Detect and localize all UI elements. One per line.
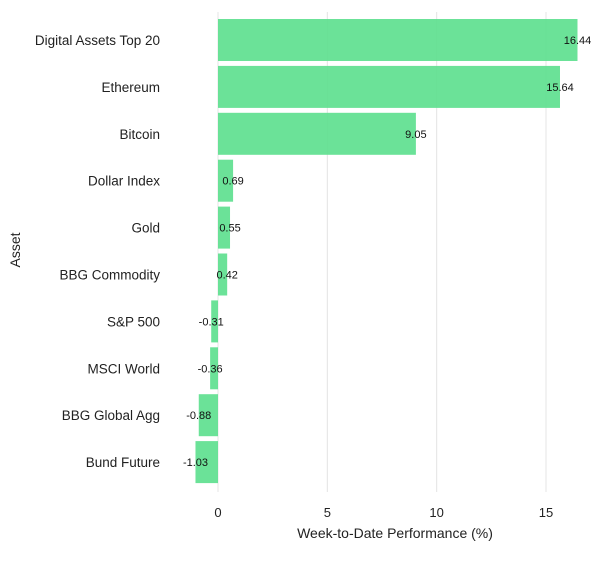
data-labels: 16.44 15.64 9.05 0.69 0.55 0.42 -0.31 -0.36 -0.8… (183, 35, 591, 469)
y-tick-label: S&P 500 (107, 314, 160, 329)
x-tick-label: 5 (324, 505, 331, 520)
bar (218, 159, 234, 202)
bar (211, 300, 218, 343)
y-tick-label: BBG Global Agg (62, 408, 160, 423)
x-axis-title: Week-to-Date Performance (%) (297, 525, 493, 541)
y-tick-label: Ethereum (101, 80, 160, 95)
bar (218, 253, 228, 296)
bars (195, 19, 578, 484)
y-tick-label: Dollar Index (88, 174, 160, 189)
y-tick-label: MSCI World (87, 361, 160, 376)
y-tick-label: Bitcoin (119, 127, 160, 142)
data-label: 0.42 (216, 270, 237, 282)
data-label: 0.69 (222, 176, 243, 188)
data-label: -0.36 (198, 363, 223, 375)
y-axis-title: Asset (7, 232, 23, 267)
bar (195, 441, 218, 484)
bar (218, 19, 578, 61)
x-tick-labels: 0 5 10 15 (214, 505, 553, 520)
x-tick-label: 10 (429, 505, 443, 520)
bar (218, 206, 231, 249)
y-tick-label: Digital Assets Top 20 (35, 33, 160, 48)
data-label: -0.31 (199, 316, 224, 328)
bar (210, 347, 218, 390)
data-label: -0.88 (186, 410, 211, 422)
y-tick-label: BBG Commodity (59, 268, 160, 283)
x-tick-label: 15 (539, 505, 553, 520)
bar (218, 65, 560, 108)
data-label: 9.05 (405, 129, 426, 141)
y-tick-labels: Digital Assets Top 20 Ethereum Bitcoin Doll… (35, 33, 160, 470)
bar (218, 112, 416, 155)
data-label: 0.55 (219, 223, 240, 235)
x-tick-label: 0 (214, 505, 221, 520)
data-label: 16.44 (564, 35, 592, 47)
bar (198, 394, 218, 437)
y-tick-label: Gold (131, 221, 160, 236)
data-label: 15.64 (546, 82, 574, 94)
data-label: -1.03 (183, 457, 208, 469)
y-tick-label: Bund Future (86, 455, 160, 470)
